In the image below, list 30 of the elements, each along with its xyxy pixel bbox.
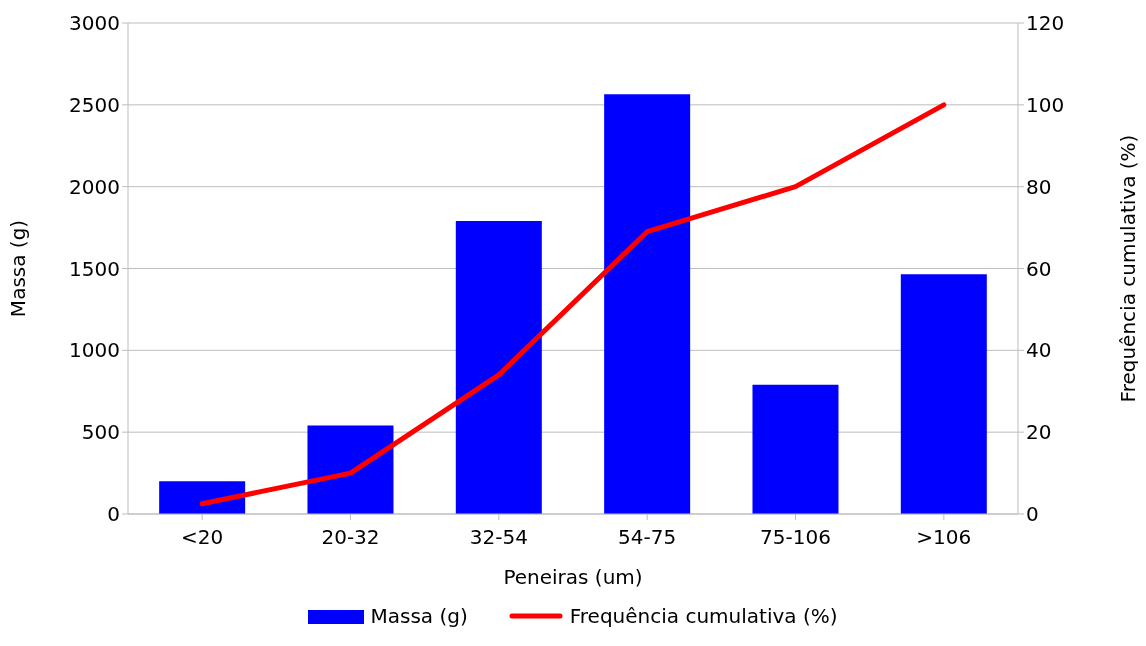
y-tick-label: 0 [107,502,120,527]
bar [307,425,394,514]
y-tick-label: 2000 [69,174,120,199]
x-tick-label: 54-75 [618,525,677,550]
bar [900,274,987,514]
y2-tick-label: 40 [1026,338,1052,363]
y2-tick-label: 20 [1026,420,1052,445]
bar [455,221,542,514]
y-tick-label: 500 [81,420,120,445]
y2-tick-label: 60 [1026,256,1052,281]
legend-label: Frequência cumulativa (%) [569,604,838,628]
x-axis-title: Peneiras (um) [503,565,643,589]
y-tick-label: 2500 [69,92,120,117]
bar [604,94,691,514]
y2-tick-label: 120 [1026,11,1065,36]
y2-tick-label: 0 [1026,502,1039,527]
legend-label: Massa (g) [370,604,468,628]
x-tick-label: >106 [916,525,972,550]
x-tick-label: 32-54 [469,525,528,550]
y-tick-label: 3000 [69,11,120,36]
y-tick-label: 1000 [69,338,120,363]
x-tick-label: <20 [181,525,224,550]
y2-tick-label: 80 [1026,174,1052,199]
y-tick-label: 1500 [69,256,120,281]
bar [159,481,246,514]
x-tick-label: 20-32 [321,525,380,550]
y-axis-title: Massa (g) [6,219,31,318]
x-tick-label: 75-106 [760,525,831,550]
y2-tick-label: 100 [1026,92,1065,117]
bar [752,384,839,514]
